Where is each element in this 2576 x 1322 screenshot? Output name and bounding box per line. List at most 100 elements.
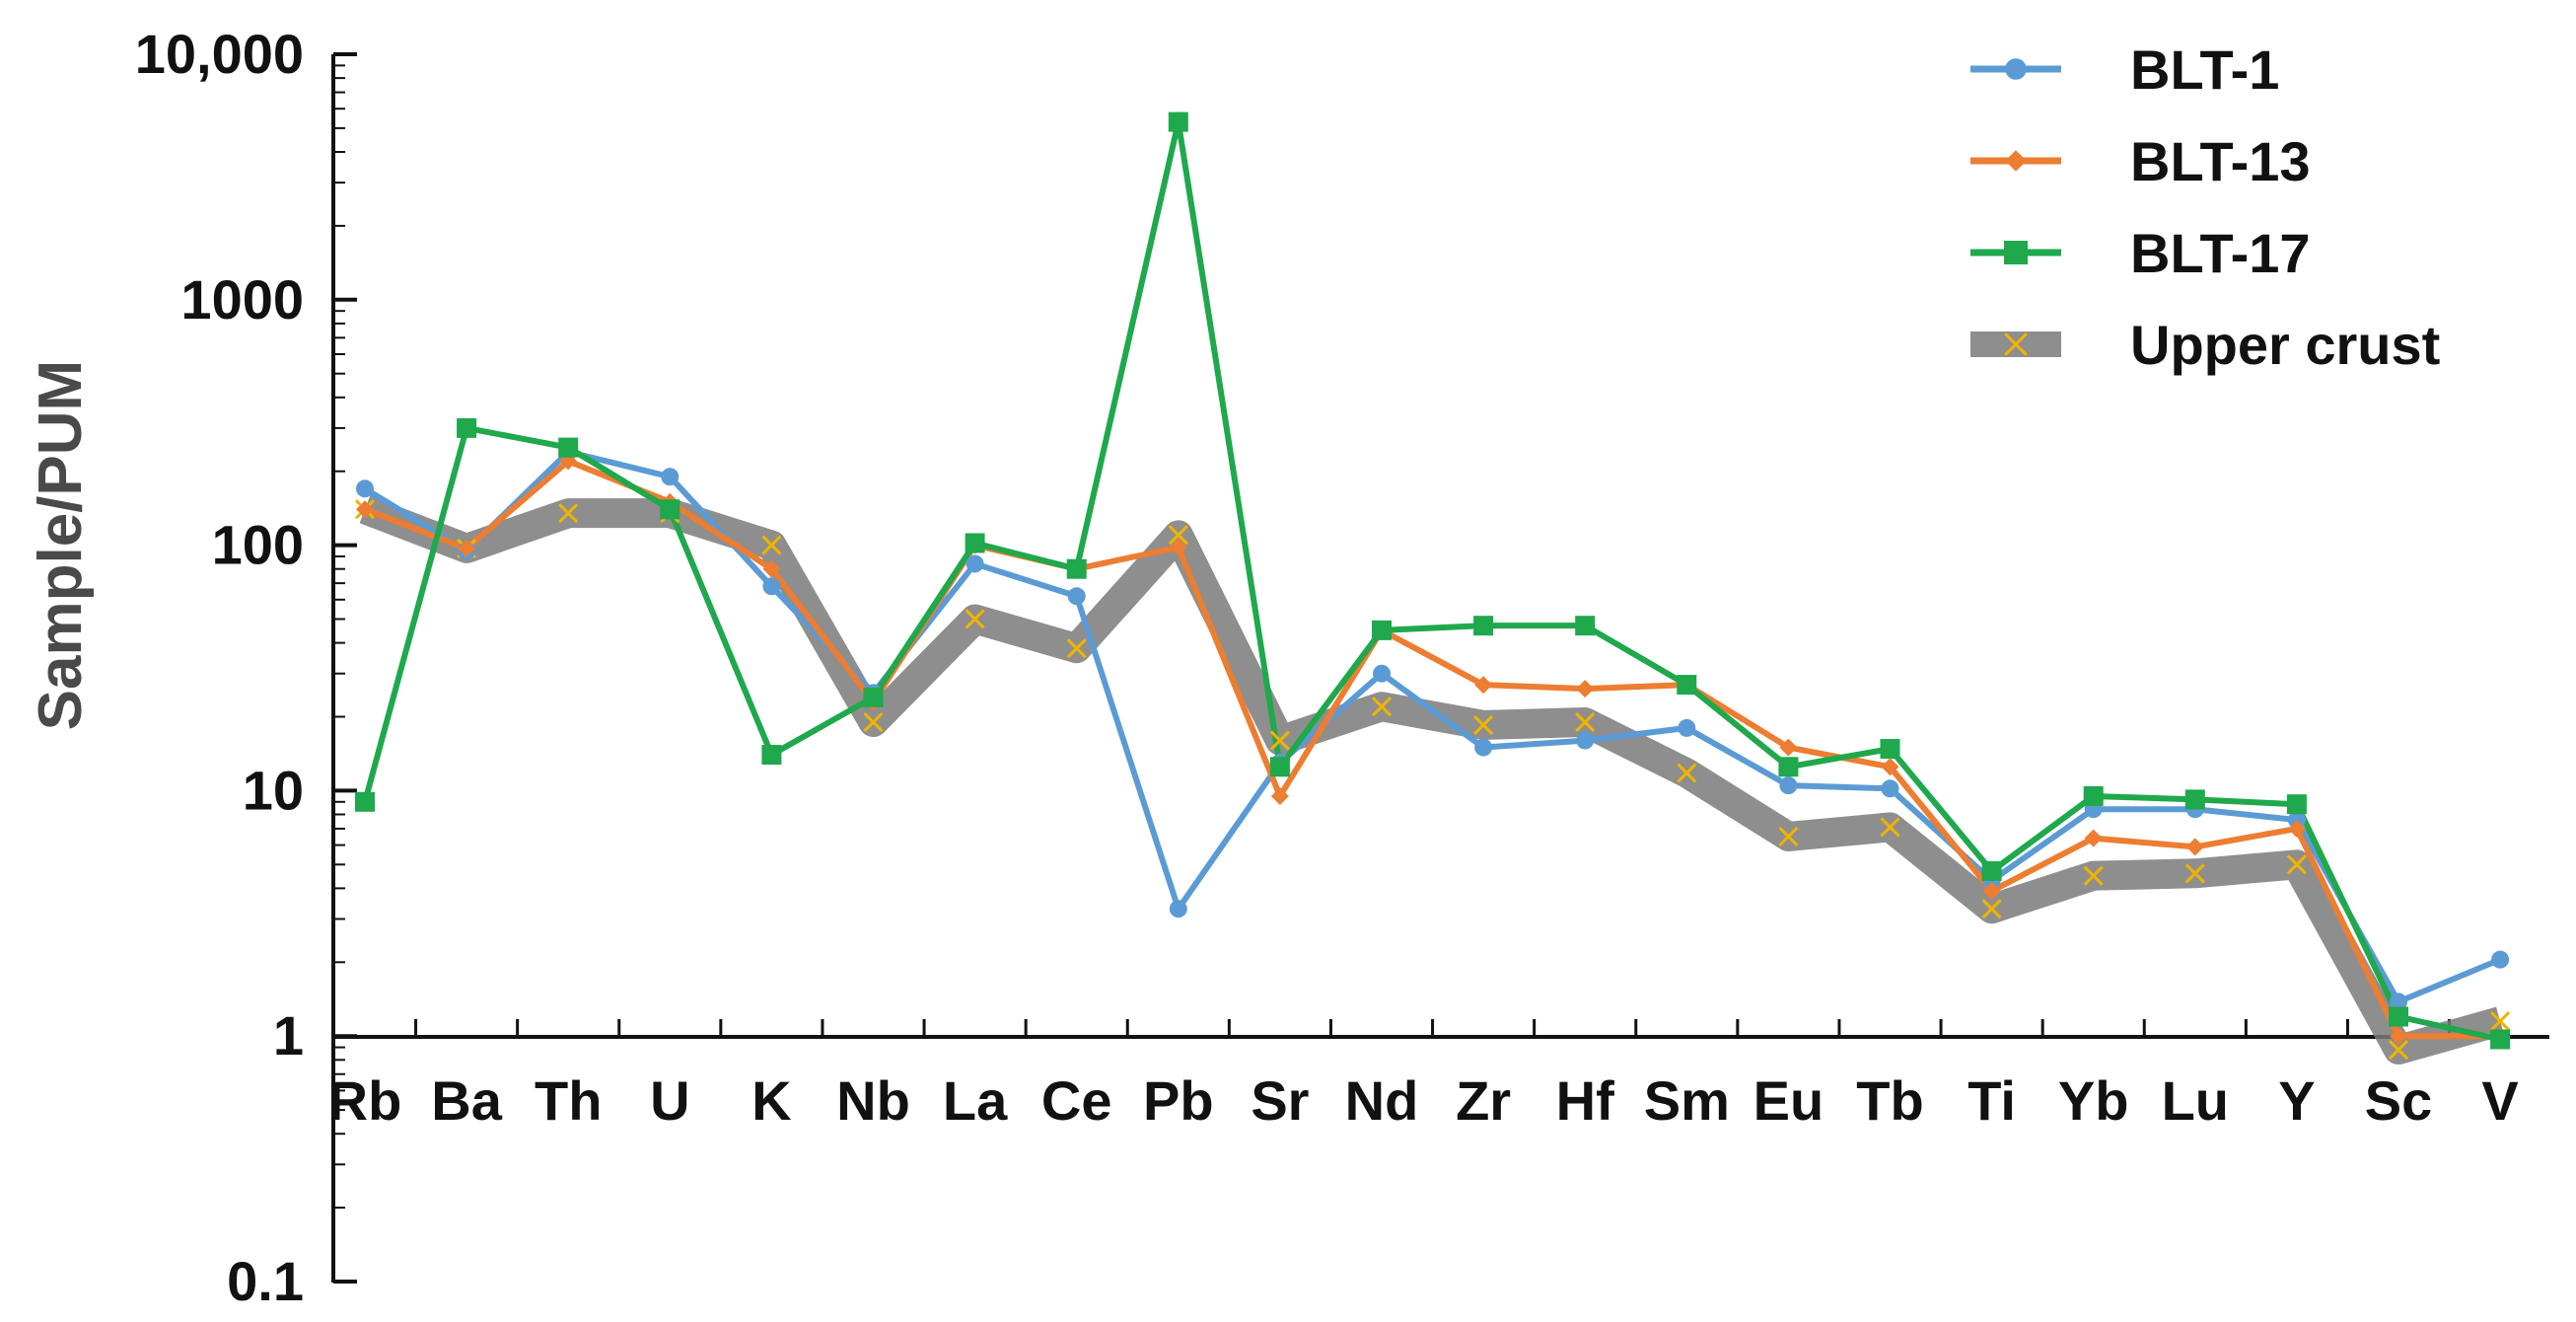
point-blt-1 — [2491, 950, 2510, 969]
point-blt-13 — [1779, 738, 1798, 757]
x-tick-label: Y — [2278, 1069, 2315, 1132]
point-blt-17 — [2004, 241, 2028, 264]
legend-label: BLT-13 — [2130, 130, 2311, 192]
point-upper-crust — [1168, 525, 1188, 546]
point-upper-crust — [2004, 332, 2028, 356]
y-tick-label: 100 — [212, 514, 304, 576]
point-blt-13 — [1474, 676, 1493, 695]
point-upper-crust — [1880, 817, 1900, 838]
point-upper-crust — [1473, 714, 1494, 735]
point-upper-crust — [2490, 1011, 2511, 1032]
point-upper-crust — [2286, 854, 2307, 875]
x-tick-label: Nb — [836, 1069, 910, 1132]
point-blt-17 — [2083, 785, 2104, 806]
point-blt-13 — [2084, 829, 2103, 847]
point-upper-crust — [2083, 865, 2104, 886]
x-tick-label: Ti — [1968, 1069, 2016, 1132]
axes: 0.1 1 10 100 1000 10,000 Sample/PUM Rb Ba Th U K Nb L… — [27, 23, 2549, 1312]
point-blt-17 — [1880, 739, 1900, 760]
point-blt-13 — [356, 500, 374, 519]
point-upper-crust — [1575, 711, 1596, 733]
legend-label: BLT-1 — [2130, 38, 2279, 101]
point-blt-17 — [2389, 1006, 2408, 1027]
point-blt-1 — [1779, 776, 1798, 795]
x-tick-label: La — [943, 1069, 1008, 1132]
legend-label: Upper crust — [2130, 314, 2440, 376]
x-tick-label: Pb — [1143, 1069, 1214, 1132]
series-lines — [359, 118, 2505, 1065]
series-line-blt-13 — [363, 458, 2501, 1040]
point-blt-17 — [660, 499, 680, 520]
point-upper-crust — [965, 609, 985, 629]
point-blt-1 — [1169, 900, 1187, 918]
point-blt-1 — [356, 479, 374, 498]
x-tick-label: Hf — [1556, 1069, 1614, 1132]
point-blt-17 — [1168, 111, 1188, 132]
y-tick-label: 10,000 — [135, 23, 304, 85]
point-blt-1 — [661, 468, 680, 486]
point-blt-17 — [1981, 860, 2002, 881]
point-blt-17 — [863, 687, 884, 707]
point-blt-17 — [1778, 757, 1799, 777]
x-tick-label: Sm — [1644, 1069, 1730, 1132]
series-line-blt-17 — [362, 118, 2501, 1043]
x-tick-label: Eu — [1753, 1069, 1825, 1132]
point-upper-crust — [1981, 899, 2002, 919]
x-tick-label: Ba — [431, 1069, 502, 1132]
x-tick-label: Ce — [1041, 1069, 1112, 1132]
y-axis-title: Sample/PUM — [27, 360, 95, 731]
point-blt-17 — [1066, 558, 1087, 579]
point-blt-13 — [2390, 1027, 2407, 1046]
point-blt-17 — [2184, 789, 2205, 810]
point-blt-13 — [458, 539, 476, 557]
y-tick-label: 1 — [273, 1004, 304, 1066]
point-blt-1 — [2390, 992, 2407, 1011]
point-upper-crust — [2184, 863, 2205, 884]
x-tick-label: V — [2481, 1069, 2518, 1132]
point-blt-17 — [457, 417, 477, 438]
series-markers — [354, 111, 2511, 1061]
point-blt-17 — [2286, 794, 2307, 815]
x-tick-label: Sr — [1251, 1069, 1309, 1132]
point-blt-1 — [966, 554, 984, 573]
legend-label: BLT-17 — [2130, 222, 2311, 284]
point-blt-1 — [1373, 664, 1391, 683]
x-tick-label: Sc — [2365, 1069, 2433, 1132]
point-upper-crust — [1371, 697, 1393, 717]
x-tick-label: Yb — [2058, 1069, 2129, 1132]
point-blt-1 — [762, 577, 781, 596]
point-upper-crust — [558, 503, 579, 524]
point-blt-17 — [2490, 1029, 2511, 1050]
x-tick-label: Zr — [1456, 1069, 1511, 1132]
point-upper-crust — [1778, 826, 1799, 847]
point-blt-13 — [1881, 758, 1899, 776]
point-blt-13 — [762, 559, 781, 578]
point-blt-1 — [1881, 779, 1899, 798]
x-tick-label: Th — [535, 1069, 602, 1132]
x-tick-label: Tb — [1856, 1069, 1923, 1132]
point-blt-13 — [1270, 786, 1289, 805]
y-tick-label: 10 — [243, 759, 304, 821]
point-blt-17 — [355, 791, 375, 812]
point-blt-13 — [1982, 882, 2001, 901]
point-upper-crust — [2388, 1039, 2409, 1061]
point-blt-17 — [1575, 616, 1596, 636]
point-blt-13 — [2005, 150, 2027, 172]
point-blt-17 — [1677, 675, 1697, 696]
point-blt-13 — [2287, 819, 2306, 838]
point-blt-1 — [1474, 738, 1493, 757]
point-upper-crust — [1066, 638, 1087, 659]
point-blt-17 — [965, 533, 985, 553]
point-blt-1 — [1067, 587, 1086, 606]
x-tick-label: Nd — [1345, 1069, 1419, 1132]
x-tick-label: K — [751, 1069, 791, 1132]
point-upper-crust — [761, 535, 782, 555]
point-blt-13 — [1169, 538, 1187, 556]
point-blt-13 — [1576, 680, 1595, 698]
y-tick-label: 1000 — [180, 268, 304, 330]
point-blt-17 — [761, 745, 782, 766]
point-upper-crust — [1677, 763, 1697, 783]
series-line-upper-crust — [359, 495, 2505, 1065]
